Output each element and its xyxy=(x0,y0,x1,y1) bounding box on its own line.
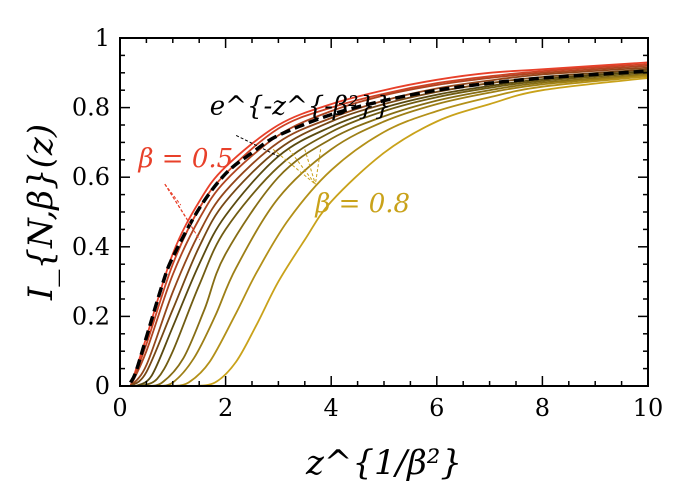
series-line-11 xyxy=(193,77,649,387)
reference-curve-annotation: e^{-z^{-β²}} xyxy=(210,92,392,122)
x-tick-label: 8 xyxy=(535,394,550,422)
beta-high-annotation: β = 0.8 xyxy=(314,189,410,219)
axis-ticks xyxy=(119,37,649,387)
y-tick-label: 0.4 xyxy=(72,233,110,261)
y-tick-label: 0.2 xyxy=(72,302,110,330)
beta-low-annotation: β = 0.5 xyxy=(137,144,233,174)
beta-high-leader xyxy=(272,148,316,185)
x-tick-label: 0 xyxy=(112,394,127,422)
beta-low-leader xyxy=(164,183,201,241)
series-line-10 xyxy=(172,75,649,387)
series-line-6 xyxy=(135,70,649,387)
series-line-8 xyxy=(146,73,649,387)
y-tick-label: 0.8 xyxy=(72,94,110,122)
beta-high-leader xyxy=(304,149,316,185)
beta-low-leader xyxy=(164,183,182,206)
y-axis-label: I_{N,β}(z) xyxy=(21,124,61,301)
series-line-7 xyxy=(140,71,649,387)
y-tick-label: 1 xyxy=(95,24,110,52)
x-tick-label: 2 xyxy=(218,394,233,422)
x-tick-label: 4 xyxy=(324,394,339,422)
series-layer xyxy=(129,61,649,387)
axis-tick-labels: 0 2 4 6 8 10 0 0.2 0.4 0.6 0.8 1 xyxy=(72,24,663,422)
beta-high-leader xyxy=(288,149,316,185)
series-line-4 xyxy=(129,66,649,387)
y-tick-label: 0.6 xyxy=(72,163,110,191)
annotation-leaders xyxy=(164,134,322,241)
x-tick-label: 6 xyxy=(429,394,444,422)
series-line-9 xyxy=(156,74,649,387)
beta-high-leader xyxy=(314,149,322,185)
reference-curve-line xyxy=(129,69,649,384)
series-line-2 xyxy=(129,63,649,387)
series-line-3 xyxy=(129,64,649,387)
x-tick-label: 10 xyxy=(633,394,664,422)
x-axis-label: z^{1/β²} xyxy=(305,443,462,483)
reference-leader xyxy=(235,134,279,157)
y-tick-label: 0 xyxy=(95,372,110,400)
